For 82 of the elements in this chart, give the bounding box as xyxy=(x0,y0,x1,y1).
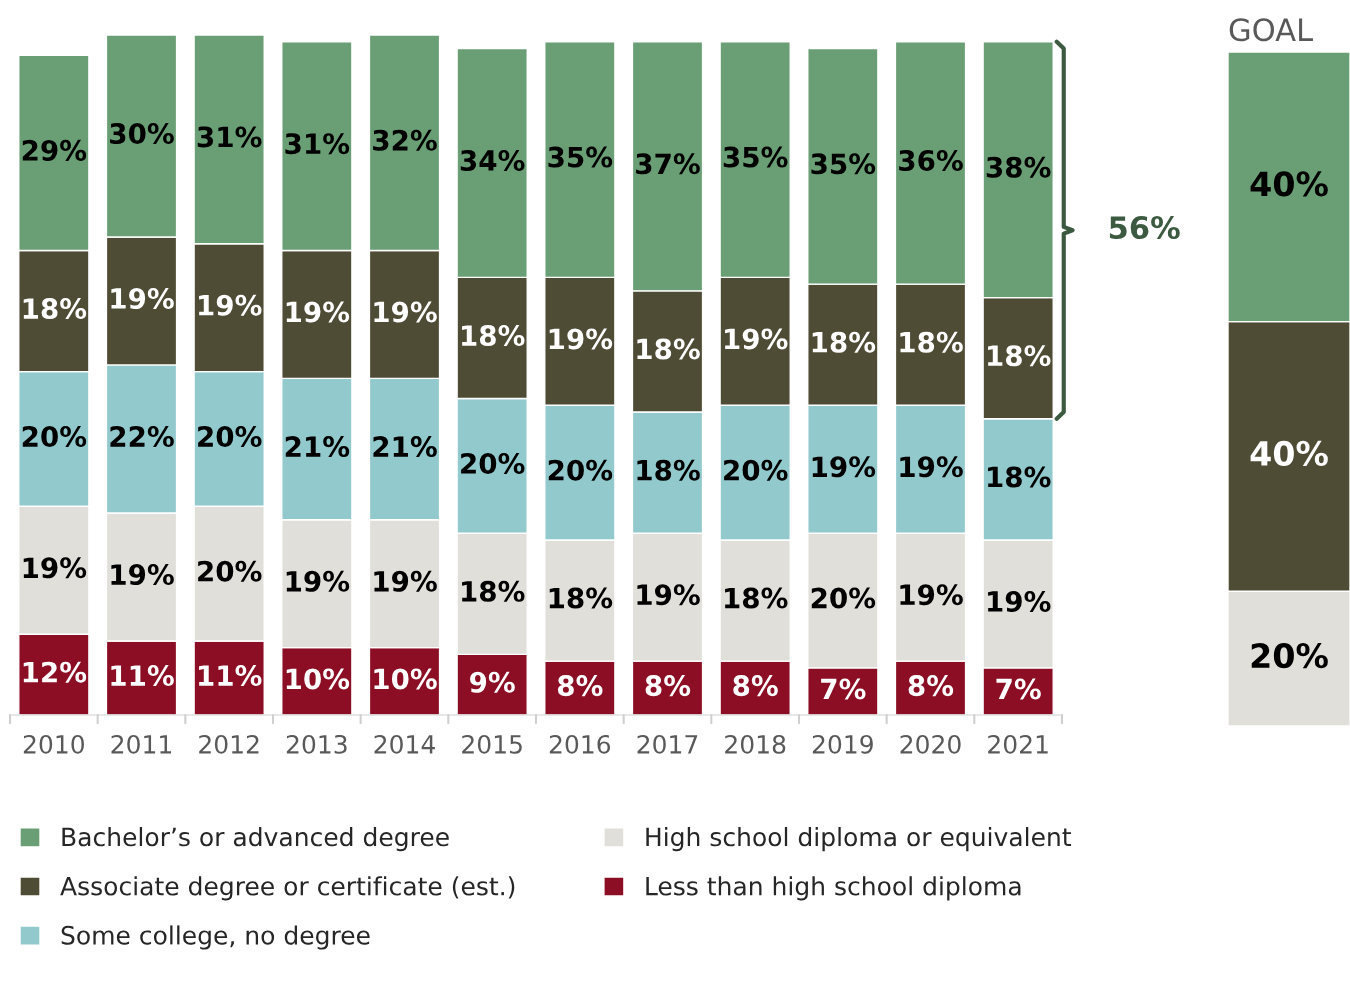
data-label: 38% xyxy=(986,156,1051,178)
data-label: 20% xyxy=(1251,643,1328,669)
data-label: 10% xyxy=(286,668,350,690)
data-label: 19% xyxy=(23,557,87,579)
data-label: 18% xyxy=(988,466,1051,488)
data-label: 22% xyxy=(110,426,174,448)
legend-label: Associate degree or certificate (est.) xyxy=(60,876,515,901)
data-label: 19% xyxy=(286,301,350,323)
data-label: 20% xyxy=(811,587,876,609)
data-label: 19% xyxy=(900,584,963,606)
data-label: 19% xyxy=(988,590,1051,612)
data-label: 29% xyxy=(22,139,87,161)
data-label: 20% xyxy=(198,560,262,582)
data-label: 19% xyxy=(900,456,963,478)
data-label: 19% xyxy=(111,287,174,309)
data-label: 18% xyxy=(900,331,963,353)
data-label: 8% xyxy=(557,675,603,697)
data-label: 18% xyxy=(725,587,788,609)
data-label: 40% xyxy=(1250,171,1328,197)
x-tick-label: 2013 xyxy=(286,734,347,754)
data-label: 20% xyxy=(22,426,87,448)
legend-label: Some college, no degree xyxy=(61,925,370,950)
data-label: 9% xyxy=(470,671,515,693)
data-label: 19% xyxy=(374,570,437,592)
data-label: 40% xyxy=(1250,440,1328,467)
data-label: 7% xyxy=(821,678,866,700)
data-label: 18% xyxy=(812,331,876,353)
data-label: 11% xyxy=(199,665,262,687)
x-tick-label: 2021 xyxy=(988,734,1048,754)
legend-label: High school diploma or equivalent xyxy=(646,827,1072,852)
data-label: 32% xyxy=(373,129,437,151)
x-tick-label: 2020 xyxy=(900,734,961,754)
x-tick-label: 2010 xyxy=(23,734,84,754)
data-label: 30% xyxy=(110,123,174,145)
data-label: 7% xyxy=(996,678,1041,700)
data-label: 37% xyxy=(636,153,700,175)
data-label: 35% xyxy=(723,146,788,168)
x-tick-label: 2011 xyxy=(111,734,171,754)
x-tick-label: 2012 xyxy=(199,734,259,754)
data-label: 19% xyxy=(199,294,262,316)
data-label: 31% xyxy=(285,133,350,155)
data-label: 20% xyxy=(724,459,788,481)
x-tick-label: 2017 xyxy=(637,734,698,754)
data-label: 10% xyxy=(374,668,437,690)
data-label: 18% xyxy=(637,338,700,360)
x-tick-label: 2019 xyxy=(812,734,873,754)
data-label: 36% xyxy=(899,149,963,171)
data-label: 18% xyxy=(637,459,700,481)
text: 56% xyxy=(1109,216,1180,240)
data-label: 19% xyxy=(637,584,700,606)
legend-label: Less than high school diploma xyxy=(646,876,1021,901)
data-label: 8% xyxy=(733,675,778,697)
data-label: 19% xyxy=(812,456,876,478)
data-label: 21% xyxy=(285,436,350,458)
data-label: 8% xyxy=(908,675,954,697)
chart-title: GOAL xyxy=(1229,18,1313,42)
data-label: 18% xyxy=(988,345,1051,367)
x-tick-label: 2018 xyxy=(725,734,786,754)
data-label: 19% xyxy=(725,328,788,350)
x-tick-label: 2014 xyxy=(374,734,435,754)
data-label: 19% xyxy=(549,328,613,350)
data-label: 21% xyxy=(373,436,437,458)
data-label: 20% xyxy=(548,459,613,481)
data-label: 18% xyxy=(462,580,525,602)
data-label: 12% xyxy=(23,661,87,683)
data-label: 11% xyxy=(111,665,174,687)
data-label: 35% xyxy=(811,153,876,175)
data-label: 20% xyxy=(198,426,262,448)
legend-label: Bachelor’s or advanced degree xyxy=(62,827,449,852)
data-label: 18% xyxy=(23,298,87,320)
data-label: 19% xyxy=(286,570,350,592)
data-label: 20% xyxy=(461,452,525,474)
data-label: 18% xyxy=(462,325,525,347)
x-tick-label: 2015 xyxy=(462,734,522,754)
data-label: 8% xyxy=(645,675,691,697)
data-label: 35% xyxy=(548,146,613,168)
data-label: 18% xyxy=(549,587,613,609)
x-tick-label: 2016 xyxy=(549,734,611,754)
data-label: 19% xyxy=(111,564,174,586)
data-label: 31% xyxy=(197,126,262,148)
data-label: 19% xyxy=(374,301,437,323)
data-label: 34% xyxy=(460,149,525,171)
